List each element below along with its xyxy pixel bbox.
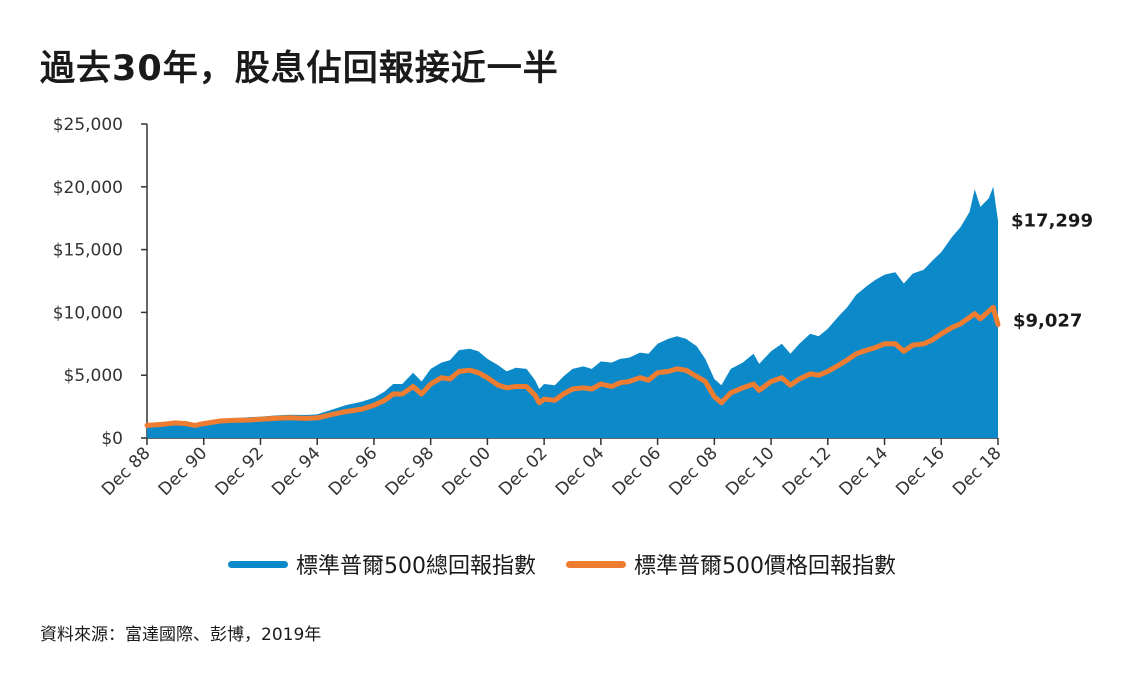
x-tick-label: Dec 02 [495, 443, 552, 500]
x-axis: Dec 88 Dec 90 Dec 92 Dec 94 Dec 96 Dec 98 Dec … [98, 437, 1006, 500]
y-tick-label: $0 [101, 429, 123, 449]
legend-item-total-return: 標準普爾500總回報指數 [228, 548, 536, 580]
x-tick-label: Dec 06 [609, 443, 666, 500]
chart-plot: $0 $5,000 $10,000 $15,000 $20,000 $25,000 Dec… [53, 115, 1093, 500]
x-tick-label: Dec 18 [949, 443, 1006, 500]
legend-item-price-return: 標準普爾500價格回報指數 [566, 548, 896, 580]
series-layer [144, 186, 1001, 438]
legend: 標準普爾500總回報指數 標準普爾500價格回報指數 [0, 548, 1124, 580]
y-axis: $0 $5,000 $10,000 $15,000 $20,000 $25,000 [53, 115, 148, 449]
x-tick-label: Dec 12 [779, 443, 836, 500]
x-tick-label: Dec 08 [665, 443, 722, 500]
x-tick-label: Dec 16 [892, 443, 949, 500]
x-tick-label: Dec 90 [155, 443, 212, 500]
chart-title: 過去30年，股息佔回報接近一半 [40, 49, 559, 89]
y-tick-label: $15,000 [53, 241, 123, 261]
legend-label-price-return: 標準普爾500價格回報指數 [634, 554, 896, 579]
end-labels: $17,299 $9,027 [1011, 211, 1093, 332]
y-tick-label: $25,000 [53, 115, 123, 135]
legend-swatch-total-return [228, 560, 288, 568]
x-tick-label: Dec 00 [438, 443, 495, 500]
x-tick-label: Dec 04 [552, 443, 609, 500]
y-tick-label: $20,000 [53, 178, 123, 198]
x-tick-label: Dec 96 [325, 443, 382, 500]
x-tick-label: Dec 10 [722, 443, 779, 500]
end-label-total-return: $17,299 [1011, 211, 1093, 232]
end-label-price-return: $9,027 [1013, 311, 1082, 332]
legend-label-total-return: 標準普爾500總回報指數 [296, 554, 536, 579]
x-tick-label: Dec 92 [211, 443, 268, 500]
legend-swatch-price-return [566, 560, 626, 568]
series-line-price-return [144, 304, 1001, 428]
x-tick-label: Dec 94 [268, 443, 325, 500]
y-tick-label: $5,000 [64, 366, 123, 386]
series-area-total-return [147, 186, 998, 438]
x-tick-label: Dec 88 [98, 443, 155, 500]
y-tick-label: $10,000 [53, 303, 123, 323]
x-tick-label: Dec 98 [382, 443, 439, 500]
x-tick-label: Dec 14 [836, 443, 893, 500]
source-note: 資料來源：富達國際、彭博，2019年 [40, 625, 322, 645]
